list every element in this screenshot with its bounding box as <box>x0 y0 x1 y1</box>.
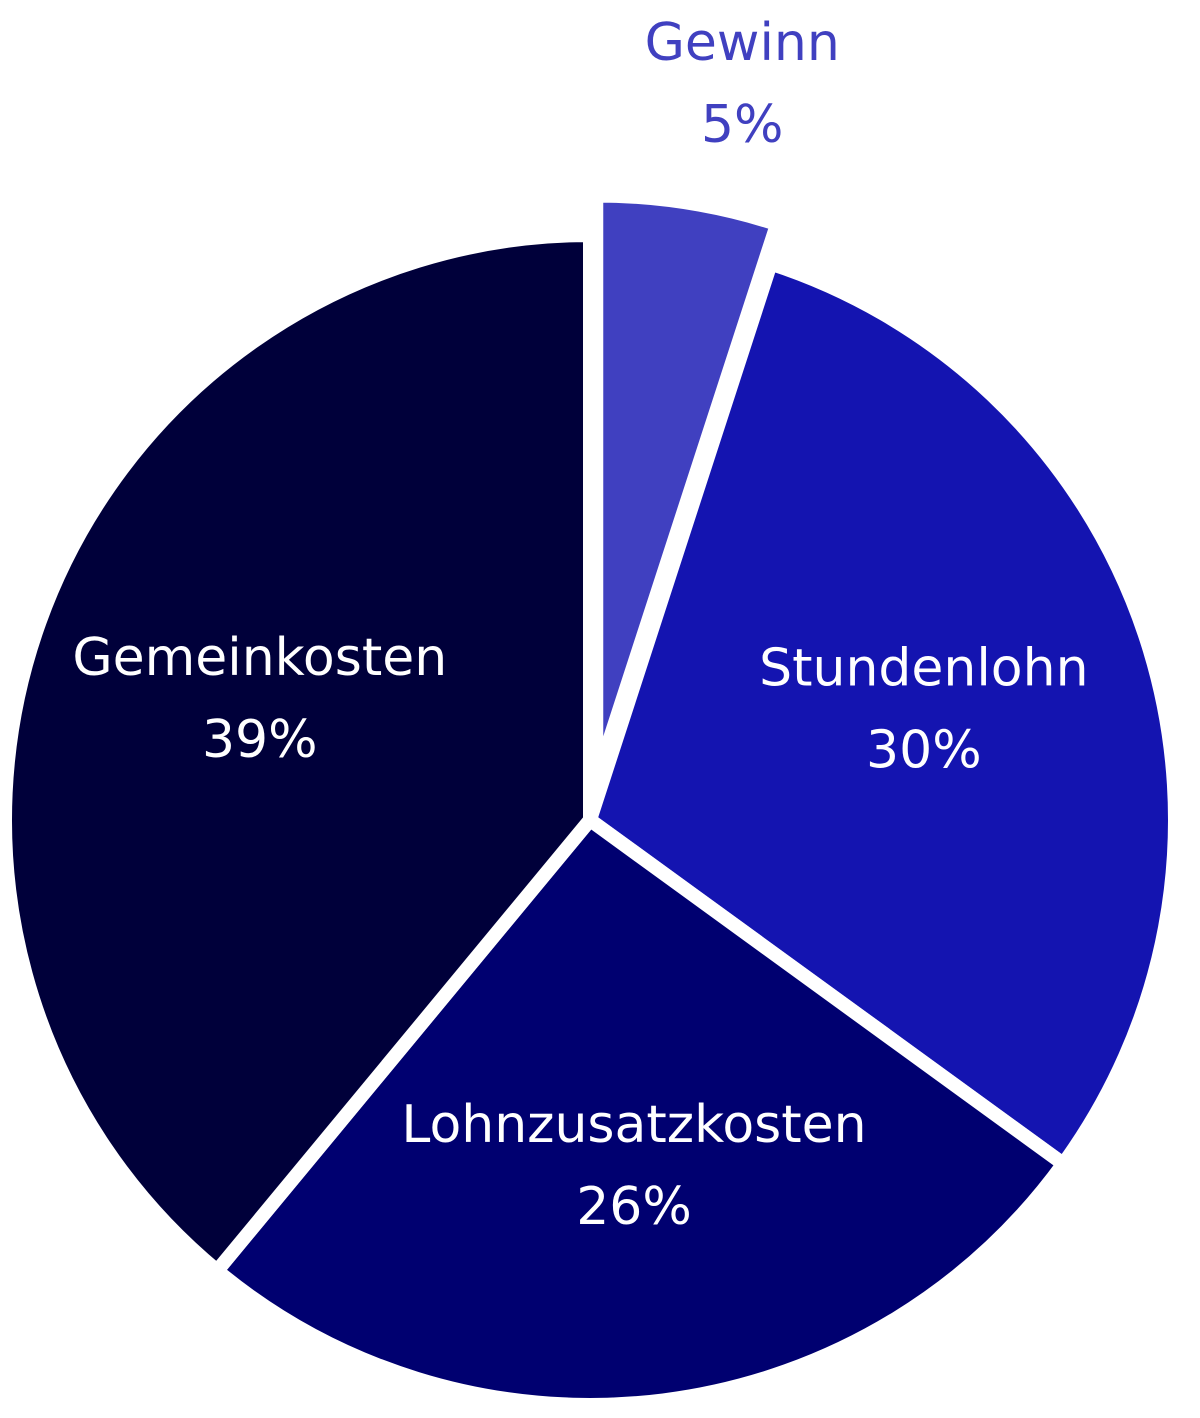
slice-value-label: 26% <box>576 1177 692 1237</box>
pie-slice <box>589 188 786 783</box>
slice-value-label: 5% <box>701 95 784 155</box>
slice-label: Stundenlohn <box>759 639 1088 699</box>
slice-label: Gemeinkosten <box>72 628 447 688</box>
pie-slice <box>581 254 1182 1174</box>
pie-slice <box>207 810 1074 1412</box>
slice-label: Lohnzusatzkosten <box>401 1095 866 1155</box>
slice-label: Gewinn <box>645 13 840 73</box>
slice-value-label: 39% <box>202 710 318 770</box>
slice-value-label: 30% <box>866 721 982 781</box>
pie-slice <box>0 227 597 1281</box>
